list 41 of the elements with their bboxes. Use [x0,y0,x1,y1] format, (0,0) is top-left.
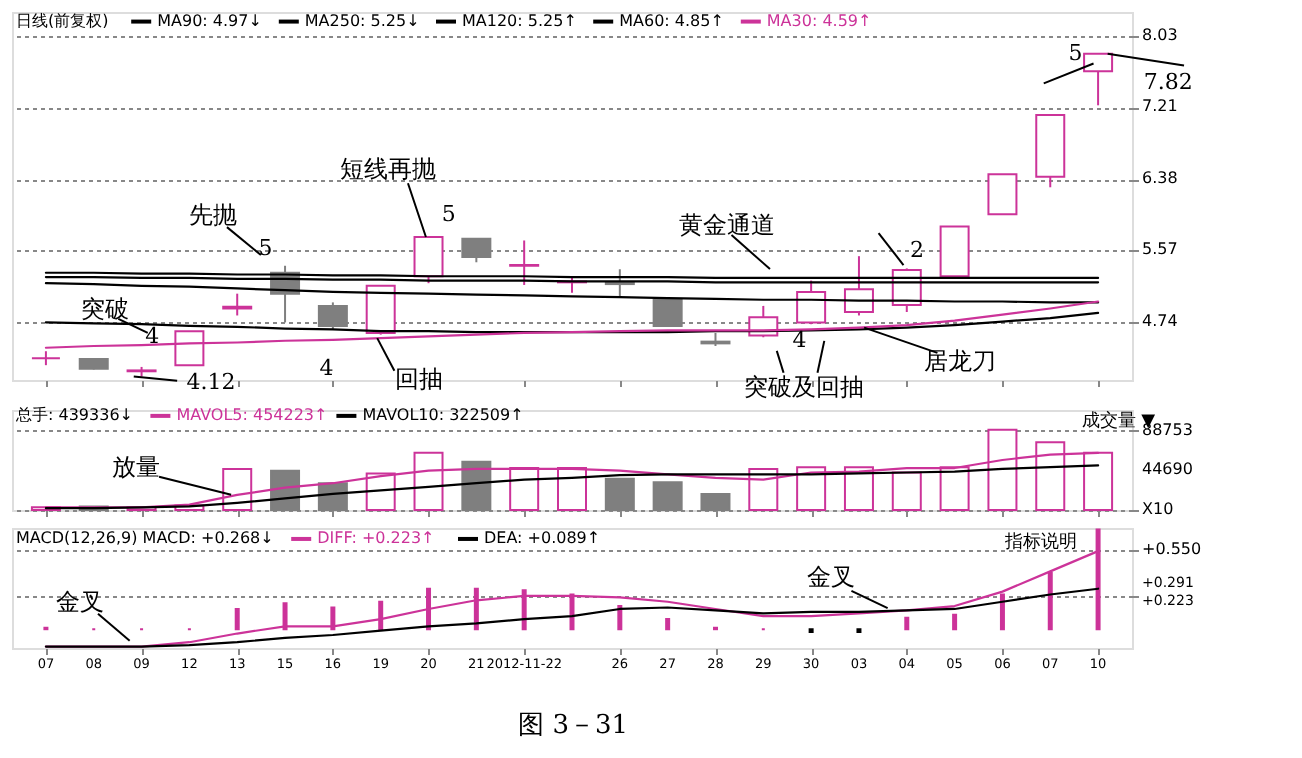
annotation: 回抽 [395,364,444,393]
annotation: 4 [319,354,334,381]
y-tick-label: X10 [1142,500,1174,518]
legend-label: MAVOL10: 322509↑ [362,405,524,424]
annotation: 4 [145,322,160,349]
legend-label: MA120: 5.25↑ [462,11,577,30]
annotation: 2 [910,237,925,264]
y-tick-label: 7.21 [1142,97,1178,116]
annotation: 指标说明 [1003,530,1078,553]
y-tick-label: 4.74 [1142,312,1178,331]
legend-label: MA30: 4.59↑ [766,11,872,30]
annotation: 金叉 [807,563,856,592]
annotation: 突破 [80,294,129,323]
annotation: 金叉 [55,588,104,617]
legend-label: MA90: 4.97↓ [157,11,262,30]
legend-label: DIFF: +0.223↑ [317,528,435,547]
chart-title: 总手: 439336↓ [14,405,133,424]
legend-label: MA60: 4.85↑ [619,11,724,30]
y-tick-label: 6.38 [1142,169,1178,188]
chart-title: 日线(前复权) [16,11,109,30]
caption: 图 3－31 [518,711,629,742]
y-tick-label: 44690 [1142,460,1193,479]
annotation: 突破及回抽 [743,372,864,401]
legend-label: MAVOL5: 454223↑ [176,405,328,424]
annotation: 黄金通道 [678,211,775,240]
annotation: 5 [1068,39,1083,66]
legend-label: DEA: +0.089↑ [484,528,601,547]
annotation: 7.82 [1143,69,1193,96]
annotation: 5 [258,235,273,262]
y-tick-label: 5.57 [1142,240,1178,259]
legend-label: MA250: 5.25↓ [304,11,420,30]
y-tick-label: +0.550 [1142,539,1202,558]
annotation: 5 [441,201,456,228]
annotation: 先抛 [189,201,238,230]
annotation: 短线再抛 [339,155,436,184]
y-tick-label: 8.03 [1142,25,1178,44]
annotation: 4 [792,326,807,353]
annotation: 放量 [112,452,161,481]
chart-title: MACD(12,26,9) MACD: +0.268↓ [16,528,274,547]
annotation: 居龙刀 [924,346,997,375]
annotation: 4.12 [186,368,236,395]
